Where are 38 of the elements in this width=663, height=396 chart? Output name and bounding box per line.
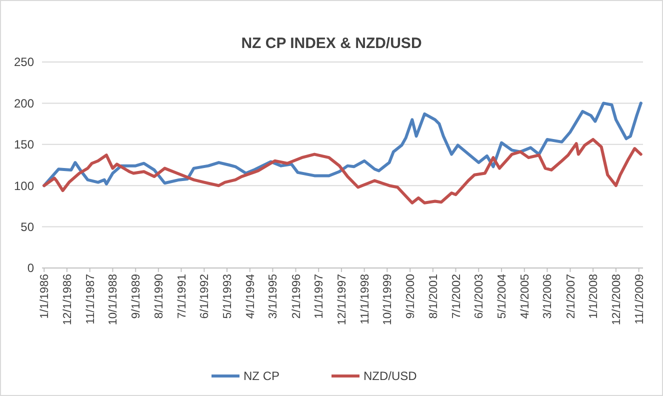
x-tick-label: 7/1/1991 xyxy=(176,274,188,319)
y-tick-label: 100 xyxy=(14,178,34,193)
legend-label: NZD/USD xyxy=(364,369,418,384)
x-tick-label: 6/1/1992 xyxy=(199,274,212,319)
x-tick-label: 12/1/2008 xyxy=(610,274,623,326)
x-tick-label: 4/1/1994 xyxy=(244,273,257,319)
chart-title: NZ CP INDEX & NZD/USD xyxy=(241,35,422,52)
x-tick-label: 11/1/1998 xyxy=(359,274,372,324)
x-tick-label: 8/1/1990 xyxy=(153,274,166,319)
x-tick-label: 12/1/1997 xyxy=(336,274,348,326)
x-tick-label: 10/1/1999 xyxy=(382,274,394,326)
x-tick-label: 8/1/2001 xyxy=(428,274,440,319)
x-tick-label: 3/1/1995 xyxy=(268,274,280,319)
y-tick-label: 200 xyxy=(14,96,34,110)
line-series xyxy=(42,138,642,204)
y-tick-label: 0 xyxy=(27,261,34,276)
line-series xyxy=(42,102,642,188)
x-tick-label: 6/1/2003 xyxy=(474,274,486,319)
x-tick-label: 11/1/1987 xyxy=(84,274,97,324)
x-tick-label: 9/1/1989 xyxy=(130,274,143,319)
x-tick-label: 1/1/2008 xyxy=(588,274,600,319)
x-tick-label: 9/1/2000 xyxy=(405,274,418,319)
x-tick-label: 3/1/2006 xyxy=(542,274,554,319)
x-tick-label: 2/1/2007 xyxy=(565,274,578,319)
y-tick-label: 250 xyxy=(14,55,34,70)
x-tick-label: 11/1/2009 xyxy=(634,274,646,324)
x-tick-label: 7/1/2002 xyxy=(450,274,463,319)
x-tick-label: 5/1/2004 xyxy=(496,273,509,319)
legend-label: NZ CP xyxy=(244,369,280,384)
x-tick-label: 2/1/1996 xyxy=(290,274,303,319)
x-tick-label: 10/1/1988 xyxy=(108,274,120,326)
x-tick-label: 1/1/1986 xyxy=(39,274,52,319)
x-tick-label: 12/1/1986 xyxy=(62,274,74,326)
x-tick-label: 5/1/1993 xyxy=(222,274,234,319)
y-tick-label: 150 xyxy=(14,138,34,152)
x-tick-label: 1/1/1997 xyxy=(314,274,326,319)
x-tick-label: 4/1/2005 xyxy=(519,274,532,319)
y-tick-label: 50 xyxy=(20,220,34,234)
